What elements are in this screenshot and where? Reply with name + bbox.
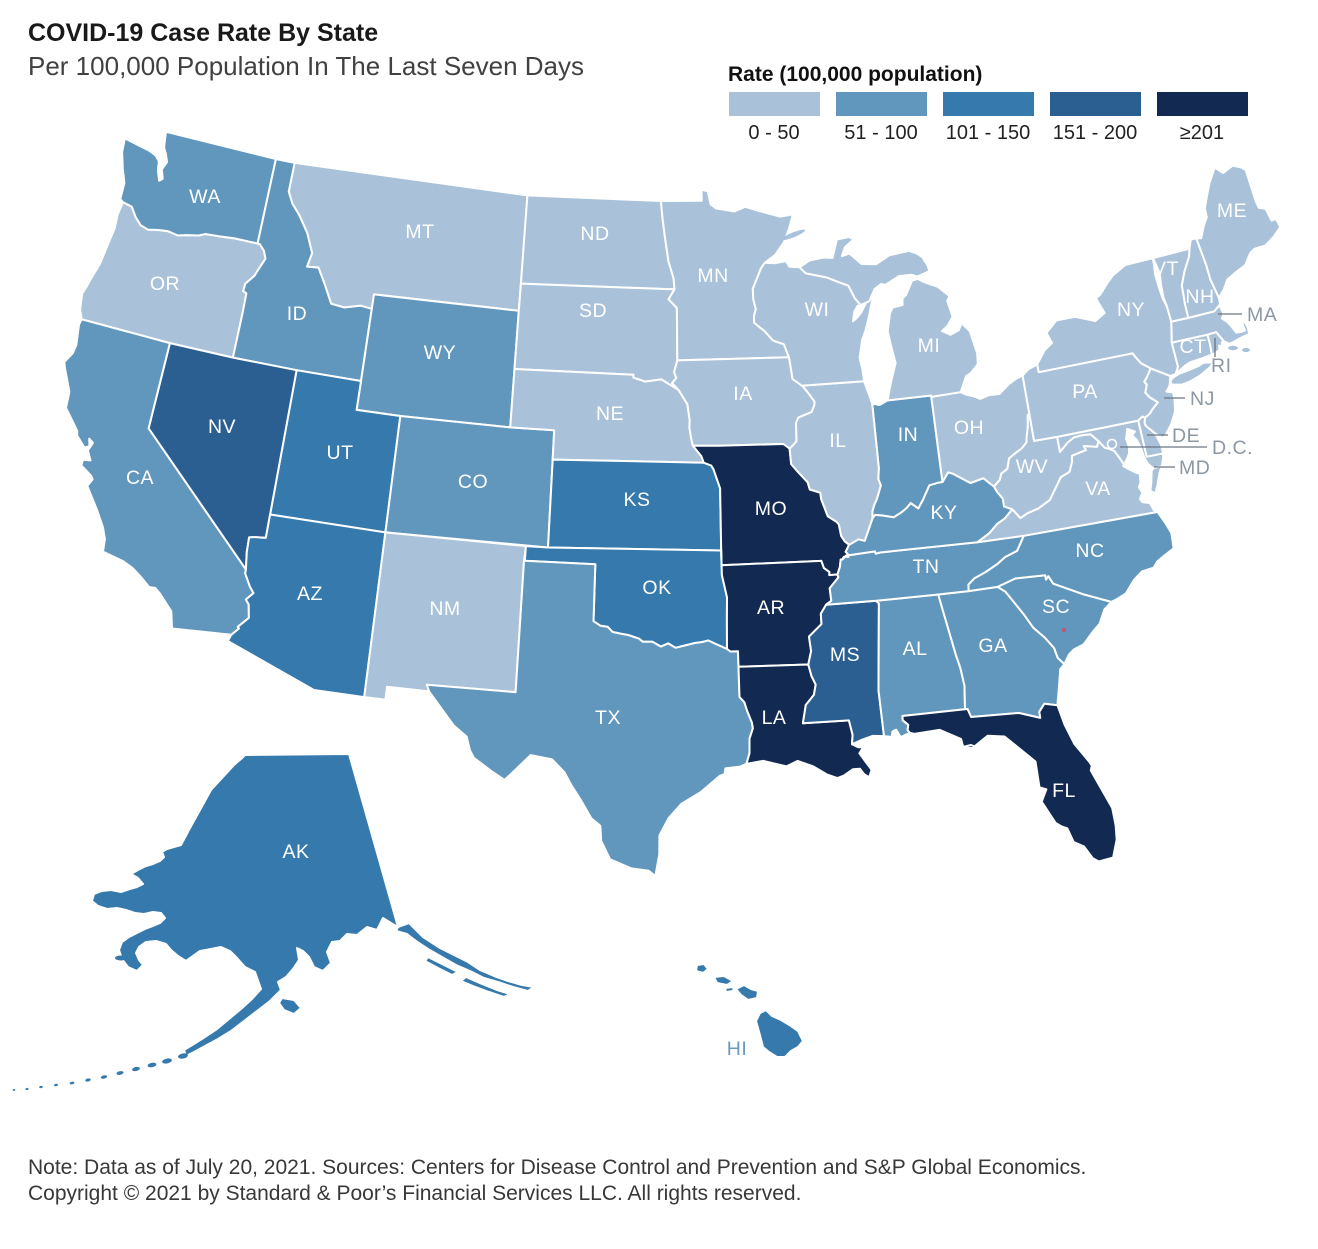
svg-text:Rate (100,000 population): Rate (100,000 population) xyxy=(728,63,982,86)
svg-text:D.C.: D.C. xyxy=(1212,437,1253,459)
svg-text:0 - 50: 0 - 50 xyxy=(748,122,799,144)
svg-text:MO: MO xyxy=(755,498,787,520)
svg-text:AK: AK xyxy=(282,841,309,863)
svg-text:NJ: NJ xyxy=(1190,388,1215,410)
svg-text:51 - 100: 51 - 100 xyxy=(844,122,917,144)
svg-text:WY: WY xyxy=(424,342,456,364)
svg-text:FL: FL xyxy=(1052,780,1076,802)
svg-text:NV: NV xyxy=(208,416,236,438)
svg-text:OK: OK xyxy=(642,577,671,599)
svg-text:IL: IL xyxy=(829,430,846,452)
svg-text:AL: AL xyxy=(903,638,928,660)
svg-text:AR: AR xyxy=(757,597,785,619)
svg-text:MN: MN xyxy=(697,265,728,287)
svg-text:RI: RI xyxy=(1211,355,1232,377)
svg-text:WI: WI xyxy=(805,299,830,321)
svg-text:MT: MT xyxy=(405,221,434,243)
svg-text:WV: WV xyxy=(1016,456,1048,478)
svg-text:WA: WA xyxy=(189,186,221,208)
svg-text:CO: CO xyxy=(458,471,488,493)
svg-text:KY: KY xyxy=(930,502,957,524)
svg-text:VT: VT xyxy=(1153,258,1179,280)
svg-text:GA: GA xyxy=(978,635,1007,657)
svg-text:151 - 200: 151 - 200 xyxy=(1053,122,1138,144)
svg-text:ID: ID xyxy=(287,303,308,325)
svg-text:NY: NY xyxy=(1117,299,1145,321)
svg-text:DE: DE xyxy=(1172,425,1200,447)
svg-text:KS: KS xyxy=(623,489,650,511)
svg-text:TN: TN xyxy=(913,556,940,578)
svg-text:Note: Data as of July 20, 2021: Note: Data as of July 20, 2021. Sources:… xyxy=(28,1156,1086,1179)
svg-text:ME: ME xyxy=(1217,200,1247,222)
svg-text:OH: OH xyxy=(954,417,984,439)
svg-text:TX: TX xyxy=(595,707,621,729)
svg-text:MI: MI xyxy=(918,335,941,357)
svg-text:SD: SD xyxy=(579,300,607,322)
svg-text:MD: MD xyxy=(1179,457,1210,479)
svg-text:MA: MA xyxy=(1247,304,1277,326)
svg-text:UT: UT xyxy=(327,442,354,464)
svg-text:SC: SC xyxy=(1042,596,1070,618)
svg-text:NE: NE xyxy=(596,403,624,425)
svg-text:LA: LA xyxy=(762,707,787,729)
svg-text:COVID-19 Case Rate By State: COVID-19 Case Rate By State xyxy=(28,19,378,47)
svg-text:HI: HI xyxy=(727,1038,748,1060)
svg-text:IN: IN xyxy=(898,424,919,446)
svg-text:CT: CT xyxy=(1180,336,1207,358)
svg-text:AZ: AZ xyxy=(297,583,323,605)
svg-text:Copyright © 2021 by Standard &: Copyright © 2021 by Standard & Poor’s Fi… xyxy=(28,1182,801,1205)
svg-text:ND: ND xyxy=(580,223,609,245)
svg-text:NH: NH xyxy=(1185,286,1214,308)
svg-text:≥201: ≥201 xyxy=(1180,122,1224,144)
svg-text:Per 100,000 Population In The: Per 100,000 Population In The Last Seven… xyxy=(28,51,584,81)
svg-text:VA: VA xyxy=(1085,478,1111,500)
svg-text:IA: IA xyxy=(733,383,752,405)
svg-text:101 - 150: 101 - 150 xyxy=(946,122,1031,144)
svg-text:NC: NC xyxy=(1075,540,1104,562)
svg-text:CA: CA xyxy=(126,467,154,489)
svg-text:NM: NM xyxy=(429,598,460,620)
svg-text:PA: PA xyxy=(1072,381,1098,403)
svg-text:MS: MS xyxy=(830,644,860,666)
svg-text:OR: OR xyxy=(150,273,180,295)
